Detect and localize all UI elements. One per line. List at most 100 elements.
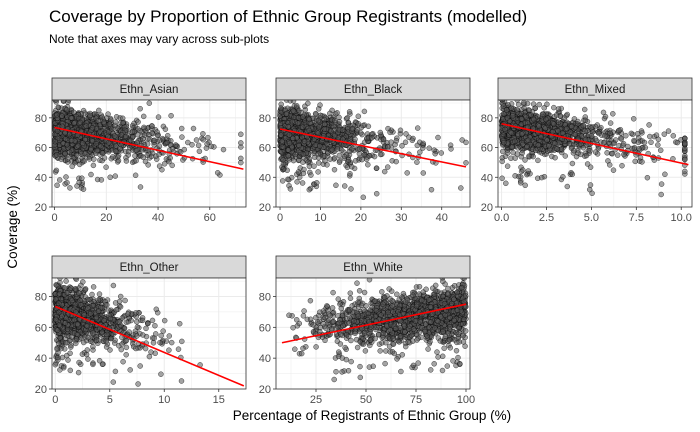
data-point (540, 111, 546, 117)
y-tick-label: 40 (35, 172, 47, 184)
chart-title: Coverage by Proportion of Ethnic Group R… (49, 7, 527, 26)
data-point (341, 153, 348, 160)
data-point (658, 181, 665, 187)
facet-strip-label: Ethn_Other (120, 262, 179, 274)
data-point (355, 120, 361, 127)
data-point (588, 133, 595, 139)
data-point (289, 118, 296, 125)
data-point (152, 322, 158, 329)
data-point (582, 117, 589, 124)
data-point (65, 357, 71, 363)
data-point (344, 115, 350, 121)
data-point (569, 171, 576, 178)
panel-border (275, 99, 471, 208)
x-tick-label: 2.5 (539, 212, 554, 224)
data-point (641, 139, 648, 146)
data-point (674, 139, 681, 146)
data-point (181, 146, 188, 153)
data-point (552, 154, 558, 161)
y-tick-label: 80 (35, 113, 47, 125)
data-point (55, 104, 61, 110)
data-point (81, 158, 88, 164)
data-point (610, 111, 616, 117)
data-point (277, 120, 284, 127)
data-point (344, 164, 351, 171)
data-point (544, 137, 550, 143)
data-point (647, 133, 653, 140)
data-point (279, 178, 286, 184)
data-point (205, 134, 211, 141)
data-point (127, 137, 134, 144)
y-tick-label: 80 (481, 113, 493, 125)
data-point (79, 175, 85, 181)
data-point (95, 118, 102, 124)
trend-line (501, 122, 689, 166)
data-point (67, 185, 73, 191)
data-point (156, 143, 163, 149)
data-point (322, 158, 328, 164)
data-point (587, 148, 593, 154)
data-point (658, 191, 664, 198)
y-tick-label: 80 (259, 113, 271, 125)
data-point (417, 149, 423, 155)
data-point (290, 100, 297, 104)
data-point (169, 162, 175, 169)
data-point (414, 159, 420, 165)
data-point (162, 126, 169, 132)
data-point (200, 136, 206, 143)
data-point (76, 161, 83, 168)
data-point (393, 158, 399, 165)
data-point (317, 143, 323, 149)
data-point (90, 284, 97, 290)
data-point (551, 104, 557, 111)
data-point (409, 137, 416, 144)
data-point (315, 169, 321, 175)
data-point (329, 147, 336, 153)
data-point (278, 132, 284, 138)
data-point (154, 132, 161, 139)
data-point (238, 159, 244, 166)
data-point (620, 140, 627, 147)
data-point (290, 135, 296, 142)
data-point (420, 170, 427, 176)
data-point (562, 153, 569, 159)
data-point (618, 136, 625, 142)
data-point (377, 129, 384, 136)
data-point (609, 150, 616, 157)
data-point (317, 102, 323, 108)
data-point (463, 160, 469, 166)
data-point (542, 125, 549, 131)
x-tick-label: 60 (204, 212, 216, 224)
data-point (499, 175, 505, 182)
data-point (89, 124, 96, 131)
data-point (607, 120, 614, 126)
data-point (586, 186, 593, 193)
data-point (306, 163, 313, 170)
data-point (112, 148, 119, 154)
data-point (610, 167, 617, 173)
data-point (612, 137, 619, 143)
data-point (238, 131, 244, 138)
data-point (64, 141, 70, 148)
data-point (88, 171, 94, 178)
data-point (68, 115, 74, 121)
facet-strip-label: Ethn_Asian (120, 84, 179, 96)
data-point (616, 127, 622, 134)
data-point (587, 182, 594, 188)
data-point (169, 146, 176, 152)
data-point (503, 107, 510, 113)
data-point (584, 161, 591, 167)
data-point (638, 128, 645, 134)
x-tick-label: 40 (436, 212, 448, 224)
data-point (555, 106, 562, 112)
data-point (524, 143, 530, 150)
data-point (550, 129, 556, 135)
data-point (172, 142, 179, 148)
data-point (397, 127, 404, 134)
data-point (62, 150, 68, 157)
data-point (536, 101, 543, 108)
data-point (189, 141, 195, 148)
x-tick-label: 0 (277, 212, 283, 224)
data-point (331, 155, 338, 161)
y-tick-label: 60 (259, 143, 271, 155)
